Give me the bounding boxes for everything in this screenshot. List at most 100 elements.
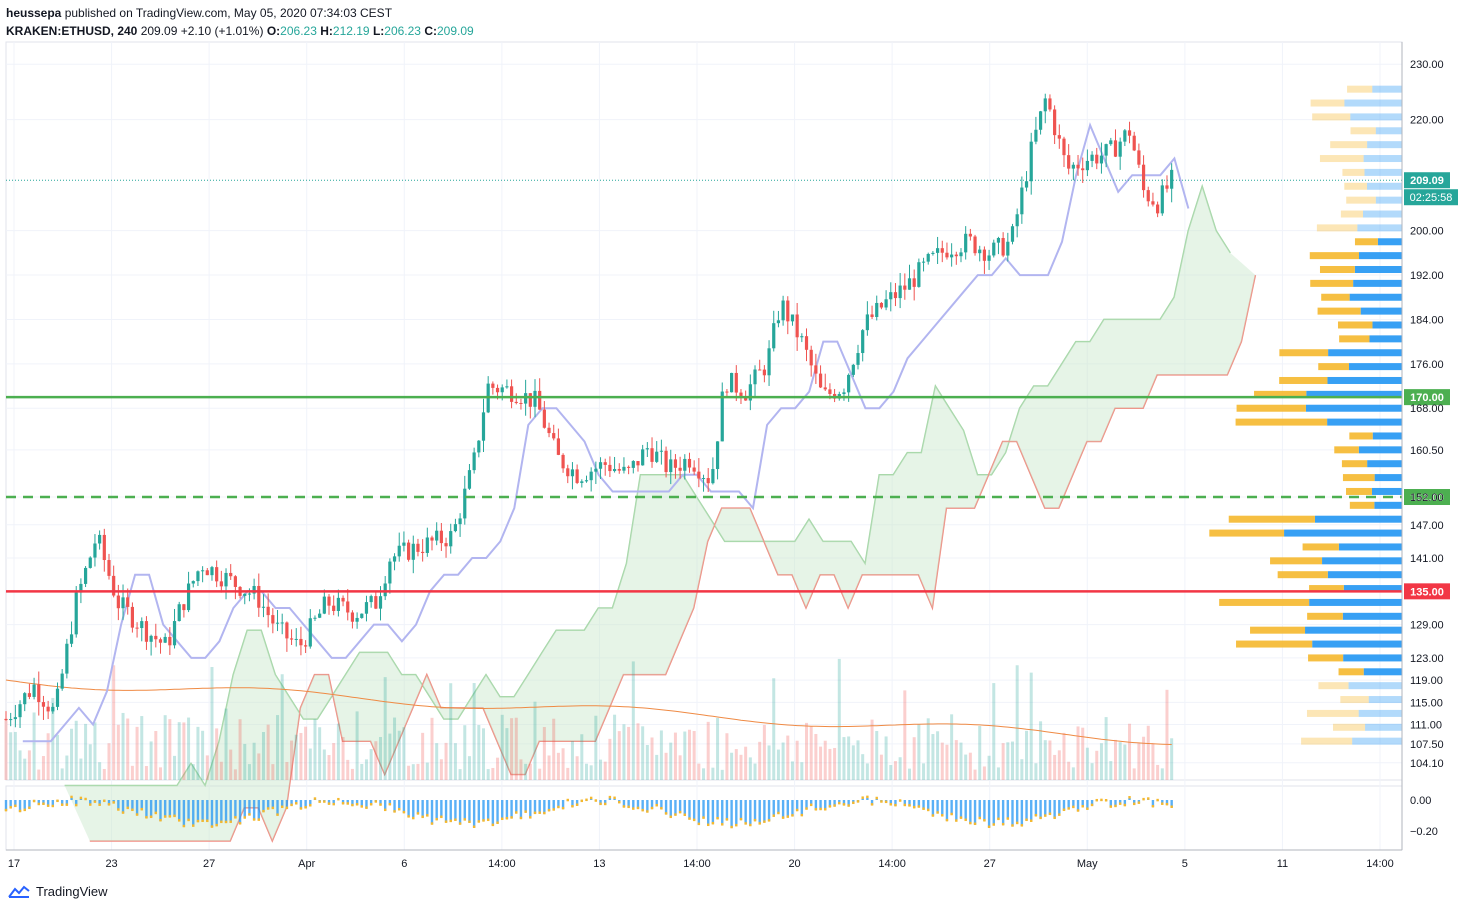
oscillator-signal xyxy=(463,818,466,821)
candle-body xyxy=(491,383,495,388)
volume-profile-sell xyxy=(1338,668,1364,676)
oscillator-signal xyxy=(519,816,523,820)
oscillator-bar xyxy=(1109,800,1113,808)
candle-body xyxy=(13,717,17,720)
volume-bar xyxy=(261,731,265,780)
oscillator-signal xyxy=(351,803,354,807)
oscillator-signal xyxy=(224,820,228,824)
oscillator-bar xyxy=(692,800,696,821)
volume-bar xyxy=(627,726,631,780)
oscillator-bar xyxy=(627,800,630,808)
oscillator-signal xyxy=(37,802,40,806)
oscillator-bar xyxy=(210,800,214,828)
oscillator-signal xyxy=(327,802,331,805)
volume-bar xyxy=(421,732,425,780)
oscillator-signal xyxy=(674,813,677,816)
volume-bar xyxy=(187,717,191,780)
oscillator-bar xyxy=(65,800,69,806)
volume-bar xyxy=(252,742,256,780)
oscillator-signal xyxy=(856,800,860,803)
volume-profile-sell xyxy=(1319,266,1355,274)
oscillator-bar xyxy=(524,800,527,813)
volume-profile-sell xyxy=(1302,543,1339,551)
volume-bar xyxy=(561,748,565,780)
volume-profile-buy xyxy=(1338,543,1402,551)
candle-body xyxy=(74,592,78,635)
oscillator-signal xyxy=(1044,814,1047,817)
oscillator-bar xyxy=(674,800,677,816)
volume-profile-sell xyxy=(1279,376,1328,384)
candle-body xyxy=(931,252,935,254)
high-label: H: xyxy=(320,24,333,38)
candle-body xyxy=(168,636,172,646)
oscillator-bar xyxy=(1048,800,1052,815)
candle-body xyxy=(580,481,584,483)
oscillator-bar xyxy=(866,797,869,800)
volume-bar xyxy=(734,749,738,780)
volume-profile-buy xyxy=(1306,390,1402,398)
candle-body xyxy=(627,466,631,468)
oscillator-signal xyxy=(959,816,963,819)
candle-body xyxy=(982,249,987,261)
oscillator-bar xyxy=(407,800,410,818)
oscillator-bar xyxy=(140,800,143,810)
oscillator-bar xyxy=(632,800,635,810)
oscillator-bar xyxy=(922,800,925,810)
candle-body xyxy=(570,469,575,477)
oscillator-signal xyxy=(407,815,410,818)
oscillator-signal xyxy=(758,822,761,825)
candle-body xyxy=(18,704,22,718)
candle-body xyxy=(1020,187,1024,215)
volume-bar xyxy=(842,737,846,780)
candle-body xyxy=(177,604,181,622)
volume-profile-sell xyxy=(1301,737,1353,745)
oscillator-signal xyxy=(1165,802,1169,806)
oscillator-signal xyxy=(866,795,869,799)
oscillator-signal xyxy=(1053,816,1056,820)
price-tick-label: 104.10 xyxy=(1410,758,1444,770)
volume-bar xyxy=(697,763,701,780)
oscillator-bar xyxy=(1118,800,1122,805)
oscillator-signal xyxy=(229,820,232,823)
volume-bar xyxy=(98,762,102,780)
price-tick-label: 111.00 xyxy=(1410,720,1442,732)
volume-bar xyxy=(1170,738,1174,780)
volume-bar xyxy=(70,728,74,780)
oscillator-bar xyxy=(964,800,967,821)
candle-body xyxy=(744,397,748,401)
oscillator-signal xyxy=(533,811,537,815)
candle-body xyxy=(1118,141,1122,157)
volume-bar xyxy=(332,742,336,780)
oscillator-signal xyxy=(898,799,902,802)
oscillator-bar xyxy=(739,800,743,820)
oscillator-signal xyxy=(84,797,87,801)
volume-bar xyxy=(641,726,645,780)
oscillator-signal xyxy=(266,807,270,810)
volume-bar xyxy=(603,761,607,780)
volume-profile-buy xyxy=(1352,737,1402,745)
candle-body xyxy=(1146,190,1150,202)
horizontal-levels[interactable]: 170.00 152.00 135.00 209.09 02:25:58 xyxy=(6,172,1458,600)
oscillator-bar xyxy=(969,800,972,824)
publisher-name[interactable]: heussepa xyxy=(6,6,62,20)
oscillator-signal xyxy=(1109,805,1113,808)
oscillator-bar xyxy=(482,800,485,822)
oscillator-bar xyxy=(1006,800,1010,820)
oscillator-bar xyxy=(702,800,705,819)
oscillator-bar xyxy=(426,800,429,817)
volume-bar xyxy=(350,768,354,780)
level-badge xyxy=(1404,389,1450,406)
volume-profile-sell xyxy=(1334,446,1359,454)
price-tick-label: 152.00 xyxy=(1410,492,1444,504)
volume-bar xyxy=(88,744,92,780)
oscillator-signal xyxy=(458,822,462,825)
footer-brand[interactable]: TradingView xyxy=(36,884,108,899)
volume-bar xyxy=(847,736,851,780)
candle-body xyxy=(978,249,982,254)
candle-body xyxy=(655,451,659,462)
symbol-name[interactable]: KRAKEN:ETHUSD, 240 xyxy=(6,24,138,38)
oscillator-bar xyxy=(430,800,434,825)
candle-body xyxy=(772,323,776,349)
oscillator-bar xyxy=(1030,800,1033,822)
